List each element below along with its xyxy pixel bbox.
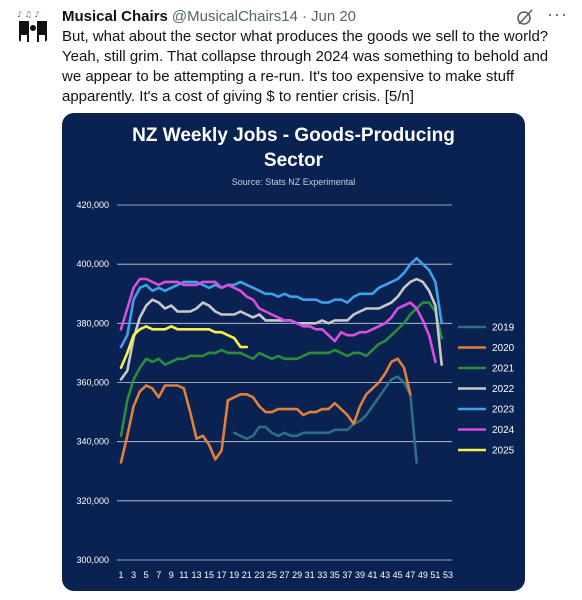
legend-label-2024: 2024 xyxy=(492,425,515,436)
y-tick-label: 380,000 xyxy=(76,318,109,328)
series-line-2021 xyxy=(119,301,444,438)
separator-dot: · xyxy=(301,7,307,25)
chart-plot: 300,000 320,000 340,000 360,000 380,000 400,0… xyxy=(76,200,515,580)
avatar[interactable]: ♪ ♫ ♪ xyxy=(13,6,53,46)
more-options-button[interactable]: ··· xyxy=(547,4,568,24)
legend-label-2022: 2022 xyxy=(492,384,515,395)
x-tick-label: 17 xyxy=(217,570,227,580)
y-tick-label: 340,000 xyxy=(76,437,109,447)
chart-title-line2: Sector xyxy=(263,150,324,171)
x-tick-label: 33 xyxy=(317,570,327,580)
series-line-2023 xyxy=(119,257,444,349)
series-line-2024 xyxy=(119,277,437,364)
x-tick-label: 23 xyxy=(254,570,264,580)
x-tick-label: 19 xyxy=(229,570,239,580)
series-line-2025 xyxy=(119,325,249,369)
x-tick-label: 27 xyxy=(279,570,289,580)
x-tick-label: 47 xyxy=(405,570,415,580)
chart-subtitle: Source: Stats NZ Experimental xyxy=(231,177,356,187)
svg-text:♪ ♫ ♪: ♪ ♫ ♪ xyxy=(17,10,39,19)
x-tick-label: 1 xyxy=(118,570,123,580)
x-tick-label: 5 xyxy=(144,570,149,580)
series-line-2019 xyxy=(232,375,418,464)
y-tick-label: 400,000 xyxy=(76,259,109,269)
tweet-header: Musical Chairs @MusicalChairs14 · Jun 20 xyxy=(62,6,572,26)
x-tick-label: 11 xyxy=(179,570,188,580)
grok-icon[interactable] xyxy=(516,8,534,26)
x-tick-label: 51 xyxy=(430,570,440,580)
x-tick-label: 49 xyxy=(418,570,428,580)
x-tick-label: 3 xyxy=(131,570,136,580)
author-name[interactable]: Musical Chairs xyxy=(62,7,168,25)
x-tick-label: 13 xyxy=(191,570,201,580)
x-tick-label: 35 xyxy=(330,570,340,580)
y-tick-label: 300,000 xyxy=(76,555,109,565)
x-tick-label: 37 xyxy=(342,570,352,580)
legend-label-2020: 2020 xyxy=(492,343,515,354)
x-tick-label: 31 xyxy=(305,570,315,580)
chart-title-line1: NZ Weekly Jobs - Goods-Producing xyxy=(132,125,455,146)
x-tick-label: 21 xyxy=(242,570,252,580)
tweet-text: But, what about the sector what produces… xyxy=(62,28,549,105)
tweet-timestamp[interactable]: Jun 20 xyxy=(310,7,357,25)
legend-label-2019: 2019 xyxy=(492,323,515,334)
x-tick-label: 25 xyxy=(267,570,277,580)
x-tick-label: 43 xyxy=(380,570,390,580)
series-line-2020 xyxy=(119,357,412,464)
x-tick-label: 9 xyxy=(169,570,174,580)
x-tick-label: 53 xyxy=(443,570,453,580)
x-tick-label: 29 xyxy=(292,570,302,580)
author-handle[interactable]: @MusicalChairs14 xyxy=(171,7,298,25)
legend-label-2021: 2021 xyxy=(492,364,515,375)
x-tick-label: 41 xyxy=(368,570,378,580)
chart-image[interactable]: NZ Weekly Jobs - Goods-Producing Sector … xyxy=(62,113,525,591)
y-tick-label: 320,000 xyxy=(76,496,109,506)
legend-label-2025: 2025 xyxy=(492,446,515,457)
series-line-2022 xyxy=(119,277,444,381)
x-tick-label: 45 xyxy=(393,570,403,580)
y-tick-label: 420,000 xyxy=(76,200,109,210)
x-tick-label: 15 xyxy=(204,570,214,580)
x-tick-label: 39 xyxy=(355,570,365,580)
x-tick-label: 7 xyxy=(156,570,161,580)
legend-label-2023: 2023 xyxy=(492,405,515,416)
y-tick-label: 360,000 xyxy=(76,378,109,388)
chart-title: NZ Weekly Jobs - Goods-Producing Sector xyxy=(62,123,525,173)
